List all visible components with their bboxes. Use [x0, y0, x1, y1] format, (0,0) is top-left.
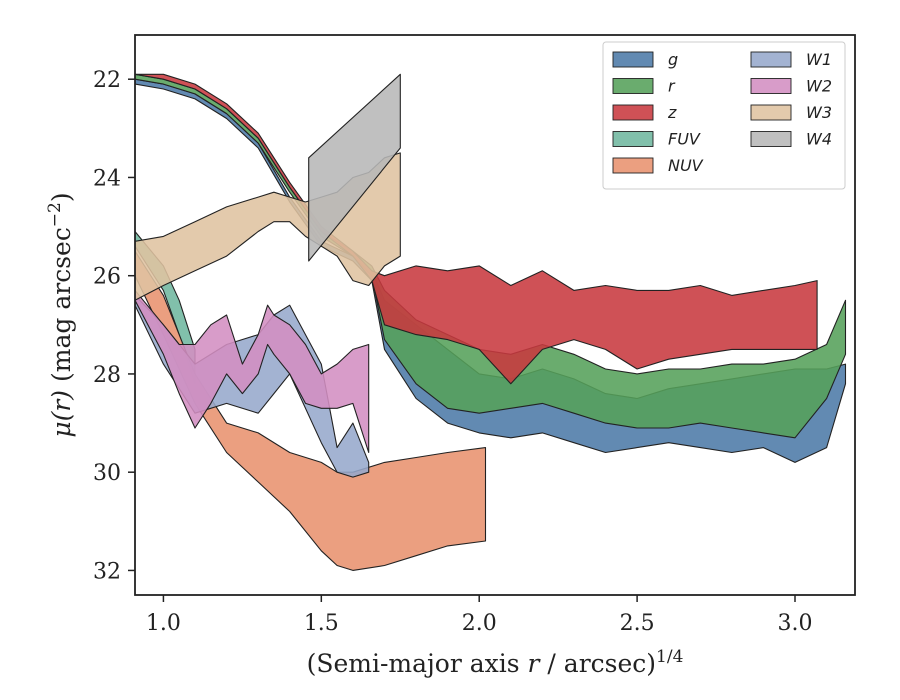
y-tick-label: 26	[93, 265, 121, 290]
x-tick-label: 1.0	[146, 611, 181, 636]
y-tick-label: 32	[93, 559, 121, 584]
x-tick-label: 2.5	[620, 611, 655, 636]
legend: grz FUV NUV W1 W2 W3 W4	[602, 41, 846, 190]
series-band-w2	[135, 289, 370, 454]
legend-swatch-z	[612, 104, 654, 121]
legend-label-r: r	[668, 77, 676, 96]
y-tick-label: 22	[93, 68, 121, 93]
legend-label-nuv: NUV	[668, 156, 704, 175]
legend-label-w2: W2	[806, 77, 832, 96]
legend-swatch-w2	[750, 78, 792, 94]
legend-label-g: g	[668, 50, 678, 69]
x-axis-label: (Semi-major axis r / arcsec)1/4	[307, 647, 684, 678]
tick-layer: 1.0 1.5 2.0 2.5 3.0 22 24 26 28 30 32	[93, 68, 813, 636]
legend-swatch-g	[612, 51, 654, 68]
legend-swatch-w4	[750, 131, 792, 147]
x-tick-label: 2.0	[462, 611, 497, 636]
y-tick-label: 28	[93, 363, 121, 388]
series-layer	[135, 73, 847, 571]
series-band-w3	[135, 152, 401, 301]
legend-swatch-w1	[750, 51, 792, 68]
legend-swatch-nuv	[612, 157, 654, 174]
legend-label-w4: W4	[806, 130, 832, 149]
y-tick-label: 24	[93, 166, 121, 191]
series-band-nuv	[135, 250, 487, 571]
legend-label-z: z	[667, 103, 677, 122]
series-band-w1	[135, 294, 370, 478]
x-tick-label: 3.0	[778, 611, 813, 636]
plot-frame	[134, 34, 856, 596]
y-axis-label: μ(r) (mag arcsec−2)	[45, 192, 76, 437]
legend-label-fuv: FUV	[668, 130, 701, 149]
legend-swatch-w3	[750, 104, 792, 121]
x-tick-label: 1.5	[304, 611, 339, 636]
legend-label-w3: W3	[806, 103, 832, 122]
legend-swatch-fuv	[612, 131, 654, 147]
series-band-w4	[308, 73, 401, 262]
legend-swatch-r	[612, 78, 654, 94]
y-tick-label: 30	[93, 461, 121, 486]
legend-label-w1: W1	[806, 50, 832, 69]
